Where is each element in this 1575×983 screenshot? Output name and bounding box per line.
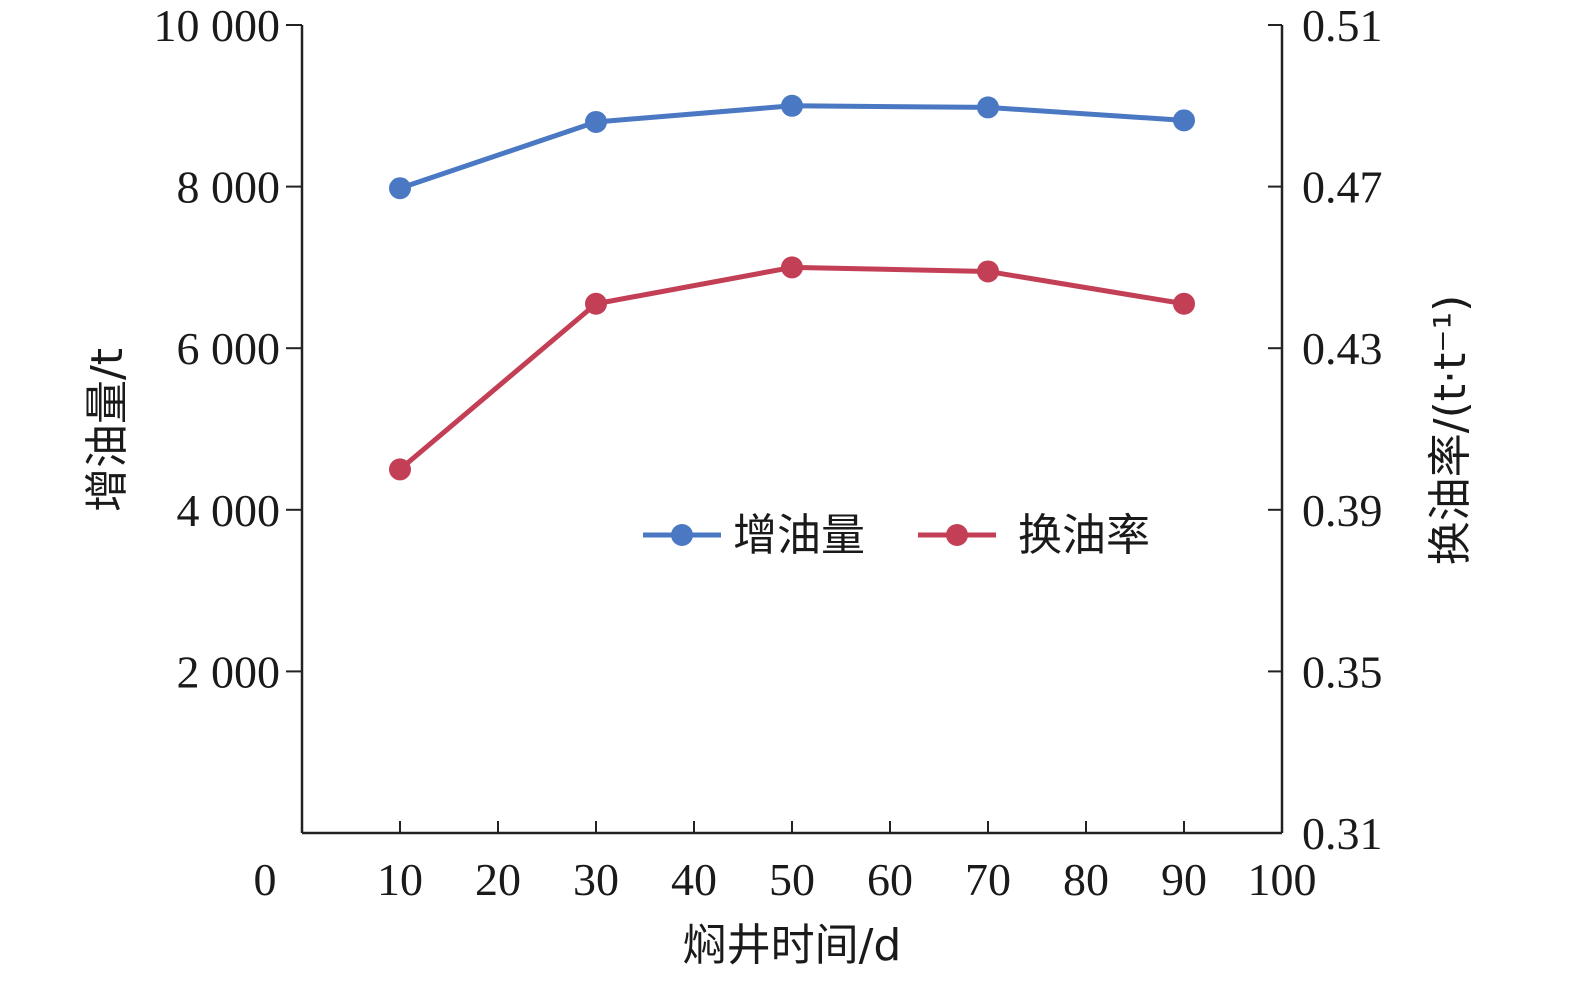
right-y-tick-label: 0.43 <box>1302 323 1383 374</box>
legend-swatch-marker-1 <box>671 524 693 546</box>
x-tick-label: 90 <box>1161 854 1207 905</box>
left-y-tick-label: 4 000 <box>177 485 281 536</box>
series-1-point <box>781 94 803 117</box>
series-2-point <box>1173 292 1195 315</box>
x-tick-label: 10 <box>377 854 423 905</box>
series-2-point <box>977 260 999 283</box>
x-tick-label: 70 <box>965 854 1011 905</box>
series-2-point <box>585 292 607 315</box>
series-2-point <box>781 256 803 279</box>
x-tick-label: 50 <box>769 854 815 905</box>
x-tick-label: 40 <box>671 854 717 905</box>
legend-label-1: 增油量 <box>733 510 865 561</box>
x-origin-label: 0 <box>254 854 277 905</box>
x-tick-label: 20 <box>475 854 521 905</box>
left-y-axis-title: 增油量/t <box>82 348 133 512</box>
right-y-tick-label: 0.35 <box>1302 646 1383 697</box>
right-y-tick-label: 0.39 <box>1302 485 1383 536</box>
series-line-2 <box>398 264 1185 472</box>
legend-label-2: 换油率 <box>1018 510 1150 561</box>
ticks: 0 10 20 30 40 50 60 70 80 90 100 2 000 4 000 6 000 8 0… <box>154 0 1383 905</box>
x-tick-label: 30 <box>573 854 619 905</box>
series-layer <box>389 94 1195 481</box>
x-tick-label: 100 <box>1248 854 1317 905</box>
left-y-tick-label: 10 000 <box>154 0 281 51</box>
legend: 增油量 换油率 <box>643 510 1150 561</box>
right-y-tick-label: 0.51 <box>1302 0 1383 51</box>
series-line-1 <box>399 103 1185 191</box>
x-axis-title: 焖井时间/d <box>683 920 902 971</box>
right-y-axis-title: 换油率/(t·t⁻¹) <box>1425 295 1476 566</box>
left-y-tick-label: 2 000 <box>177 646 281 697</box>
right-y-tick-label: 0.47 <box>1302 162 1383 213</box>
x-tick-label: 80 <box>1063 854 1109 905</box>
series-2-point <box>389 458 411 481</box>
legend-swatch-marker-2 <box>946 524 968 546</box>
series-1-point <box>389 177 411 200</box>
right-y-tick-label: 0.31 <box>1302 808 1383 859</box>
left-y-tick-label: 6 000 <box>177 323 281 374</box>
series-1-point <box>977 96 999 119</box>
left-y-tick-label: 8 000 <box>177 162 281 213</box>
series-1-point <box>585 110 607 133</box>
x-tick-label: 60 <box>867 854 913 905</box>
series-1-point <box>1173 109 1195 132</box>
